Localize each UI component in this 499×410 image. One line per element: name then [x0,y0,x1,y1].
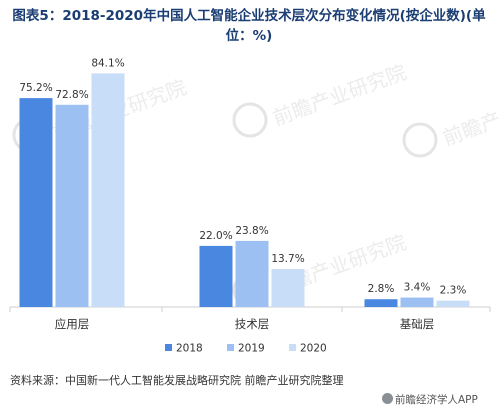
legend-swatch-2018 [165,344,172,351]
category-label: 技术层 [235,317,270,331]
brand-label: 前瞻经济学人APP [395,394,478,406]
legend-label: 2019 [238,343,265,355]
legend-swatch-2019 [227,344,234,351]
category-label: 基础层 [400,317,435,331]
source-note: 资料来源：中国新一代人工智能发展战略研究院 前瞻产业研究院整理 [10,374,344,387]
data-label: 84.1% [91,57,124,69]
data-label: 22.0% [199,230,232,242]
bar-2018-2 [364,299,398,307]
data-label: 23.8% [235,225,268,237]
data-label: 2.3% [440,285,467,297]
bar-2020-2 [436,300,470,307]
category-label: 应用层 [55,317,90,331]
data-label: 13.7% [271,253,304,265]
bar-2020-1 [271,268,305,307]
bar-2020-0 [91,73,125,307]
legend-label: 2020 [300,343,327,355]
data-label: 75.2% [19,82,52,94]
legend-label: 2018 [176,343,203,355]
data-label: 2.8% [368,283,395,295]
legend-swatch-2020 [289,344,296,351]
bar-2019-1 [235,240,269,307]
watermark-text: 前瞻产业研究院 [440,80,499,150]
bar-2018-1 [199,245,233,307]
brand-logo-icon [382,393,393,404]
bar-2019-0 [55,104,89,308]
watermark-text: 前瞻产业研究院 [270,60,410,130]
data-label: 72.8% [55,89,88,101]
watermark-logo-icon [402,122,438,158]
bar-2019-2 [400,297,434,307]
watermark-logo-icon [232,102,268,138]
chart-title: 图表5：2018-2020年中国人工智能企业技术层次分布变化情况(按企业数)(单… [12,8,486,44]
bar-2018-0 [19,98,53,307]
data-label: 3.4% [404,282,431,294]
